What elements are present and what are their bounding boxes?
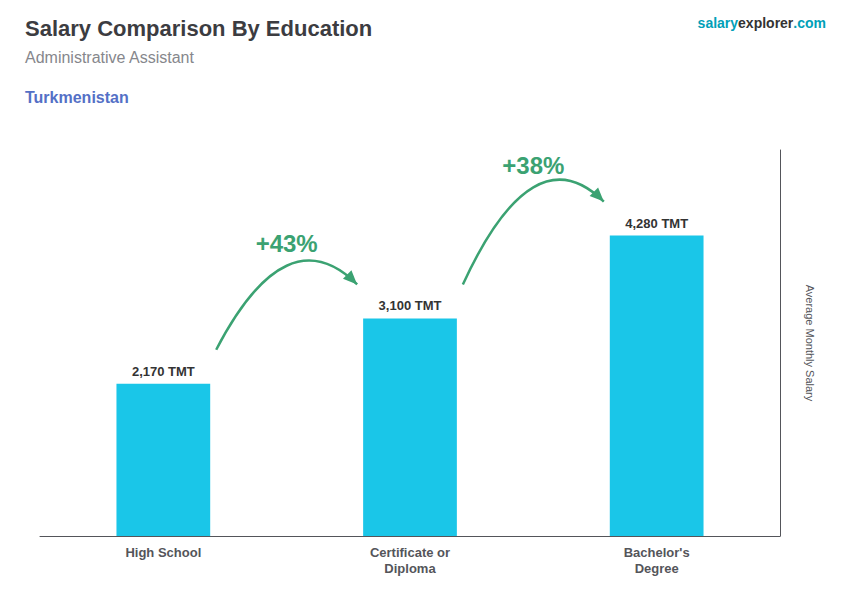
svg-text:High School: High School [125,545,201,560]
svg-text:+43%: +43% [256,230,318,257]
svg-text:+38%: +38% [502,152,564,179]
svg-text:2,170 TMT: 2,170 TMT [132,364,195,379]
svg-text:Turkmenistan: Turkmenistan [25,89,129,106]
svg-text:Administrative Assistant: Administrative Assistant [25,49,195,66]
svg-text:Certificate or: Certificate or [370,545,450,560]
svg-text:salary: salary [698,15,739,31]
svg-text:explorer: explorer [738,15,794,31]
svg-text:4,280 TMT: 4,280 TMT [625,216,688,231]
svg-text:Salary Comparison By Education: Salary Comparison By Education [25,16,372,41]
svg-text:Diploma: Diploma [384,561,436,576]
svg-text:3,100 TMT: 3,100 TMT [379,298,442,313]
svg-text:Bachelor's: Bachelor's [624,545,690,560]
svg-text:.com: .com [793,15,826,31]
svg-text:Average Monthly Salary: Average Monthly Salary [804,285,816,402]
svg-text:Degree: Degree [635,561,679,576]
